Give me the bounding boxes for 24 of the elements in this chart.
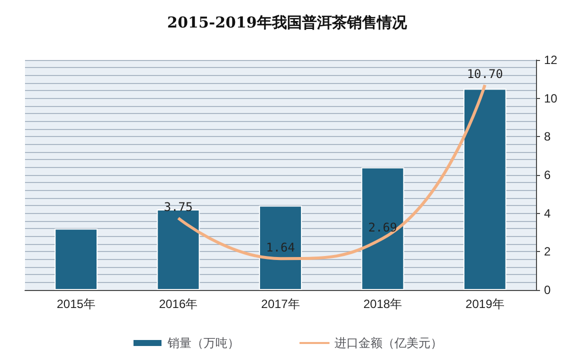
data-label: 2.69 (368, 220, 398, 234)
bar (54, 228, 98, 290)
bar (463, 88, 506, 290)
y-tick-label: 2 (544, 244, 551, 259)
data-label: 1.64 (266, 240, 295, 255)
y-tick-label: 0 (544, 283, 551, 297)
legend-label: 销量（万吨） (166, 336, 240, 350)
x-tick-label: 2017年 (261, 297, 300, 311)
bar (259, 206, 302, 290)
data-label: 3.75 (164, 200, 193, 214)
x-tick-label: 2018年 (363, 297, 402, 311)
chart-title: 2015-2019年我国普洱茶销售情况 (167, 14, 408, 32)
y-tick-label: 8 (544, 130, 551, 144)
legend-label: 进口金额（亿美元） (334, 336, 442, 350)
x-tick-label: 2016年 (158, 297, 198, 311)
x-tick-label: 2019年 (466, 297, 504, 311)
bar (156, 210, 200, 290)
y-tick-label: 4 (544, 206, 551, 220)
bar (361, 167, 404, 290)
y-tick-label: 10 (544, 91, 558, 106)
y-tick-label: 6 (544, 168, 551, 182)
x-tick-label: 2015年 (56, 297, 96, 311)
y-tick-label: 12 (544, 53, 558, 67)
data-label: 10.70 (466, 66, 503, 81)
